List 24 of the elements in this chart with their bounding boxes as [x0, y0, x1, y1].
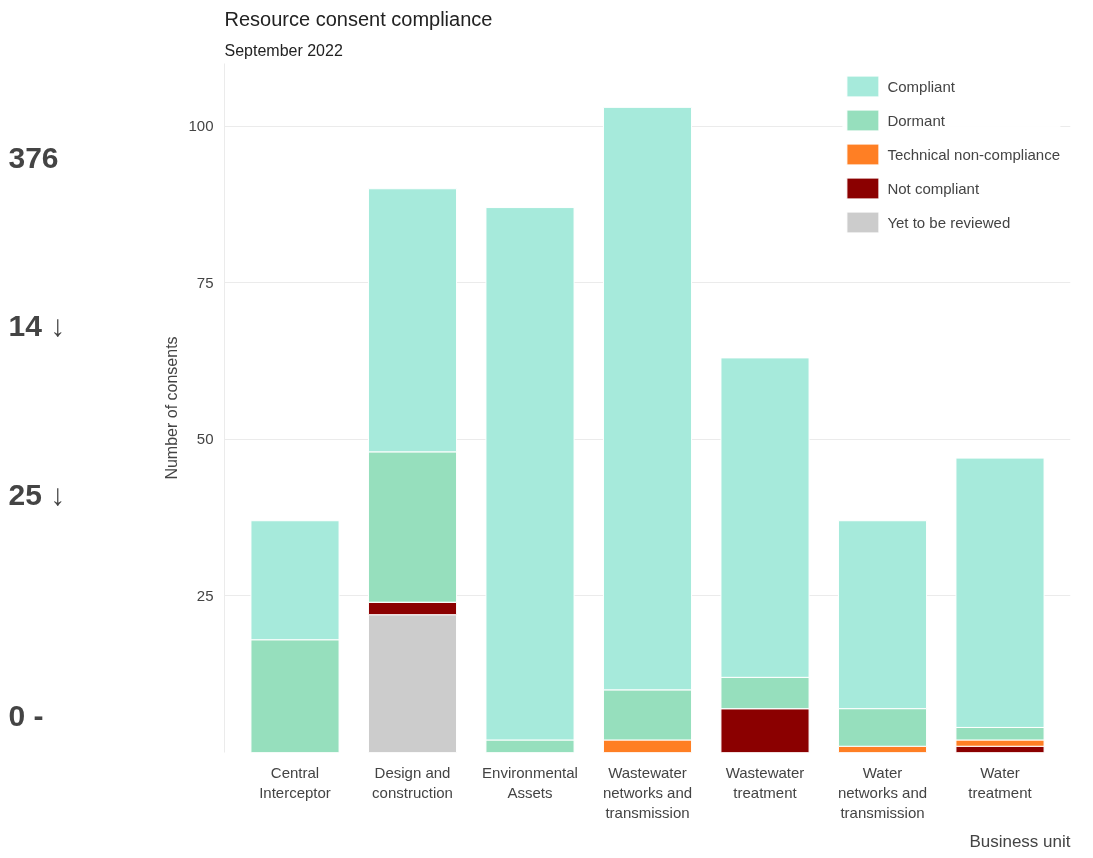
x-axis-title: Business unit: [969, 831, 1071, 851]
text: 376: [8, 141, 59, 175]
legend-label: Yet to be reviewed: [887, 213, 1011, 231]
x-tick-label: Water treatment: [968, 763, 1033, 801]
text: 0 -: [8, 699, 44, 733]
legend-label: Technical non-compliance: [887, 145, 1060, 163]
x-tick-label: Environmental Assets: [482, 763, 578, 801]
x-tick-label: Central Interceptor: [259, 763, 331, 801]
legend-label: Not compliant: [887, 179, 980, 197]
x-tick-label: Wastewater treatment: [725, 763, 805, 801]
y-axis-title: Number of consents: [163, 336, 181, 480]
y-tick-label: 100: [188, 117, 214, 135]
legend-label: Dormant: [887, 111, 945, 129]
y-tick-label: 25: [196, 586, 214, 604]
text: 14 ↓: [8, 308, 66, 342]
chart-title: Resource consent compliance: [224, 7, 493, 30]
x-tick-label: Design and construction: [372, 763, 453, 801]
y-tick-label: 50: [196, 430, 214, 448]
y-tick-label: 75: [196, 273, 214, 291]
x-tick-label: Wastewater networks and transmission: [602, 763, 693, 822]
text: 25 ↓: [8, 477, 66, 511]
x-tick-label: Water networks and transmission: [837, 763, 928, 822]
legend-label: Compliant: [887, 77, 955, 95]
chart-subtitle: September 2022: [224, 41, 343, 59]
